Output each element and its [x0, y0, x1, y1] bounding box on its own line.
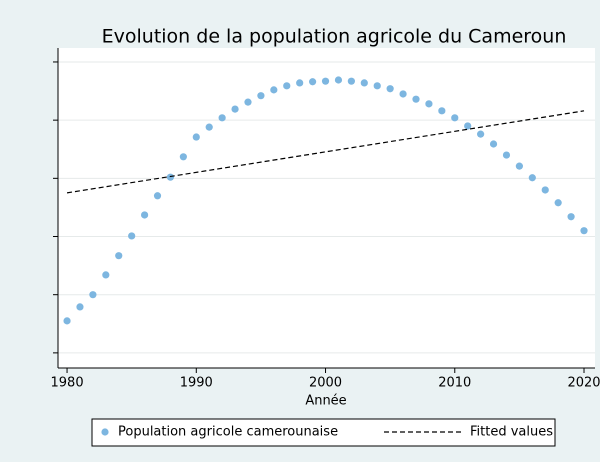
- point: [386, 85, 394, 93]
- fitted-line: [66, 110, 585, 194]
- point: [502, 151, 511, 159]
- point: [244, 98, 252, 106]
- point: [76, 303, 84, 311]
- point: [438, 107, 446, 115]
- legend-marker: [101, 428, 109, 436]
- point: [270, 86, 278, 94]
- point: [451, 114, 459, 122]
- point: [296, 79, 304, 87]
- point: [63, 317, 71, 325]
- point: [528, 174, 536, 182]
- point: [89, 291, 97, 299]
- point: [347, 77, 355, 85]
- point: [140, 211, 149, 219]
- legend-label: Fitted values: [470, 425, 553, 440]
- point: [515, 162, 523, 170]
- legend-label: Population agricole camerounaise: [118, 425, 338, 440]
- point: [166, 173, 175, 181]
- point: [205, 123, 213, 131]
- point: [425, 100, 433, 108]
- point: [567, 213, 575, 221]
- point: [334, 76, 343, 84]
- point: [283, 82, 291, 90]
- x-axis-label: Année: [305, 394, 346, 409]
- point: [179, 153, 187, 161]
- point: [464, 122, 472, 130]
- x-tick-label: 2000: [309, 376, 342, 391]
- x-tick-label: 2010: [438, 376, 471, 391]
- point: [192, 133, 200, 141]
- point: [554, 199, 562, 207]
- point: [218, 114, 226, 122]
- point: [102, 271, 110, 279]
- point: [360, 79, 368, 87]
- x-tick-label: 2020: [567, 376, 600, 391]
- x-tick-label: 1980: [51, 376, 84, 391]
- x-tick-label: 1990: [180, 376, 213, 391]
- point: [399, 90, 407, 98]
- point: [477, 130, 485, 138]
- point: [231, 105, 239, 113]
- point: [153, 192, 162, 200]
- point: [580, 227, 588, 235]
- point: [257, 92, 265, 100]
- point: [115, 252, 123, 260]
- plot-area: [58, 48, 595, 368]
- point: [373, 82, 381, 90]
- point: [321, 77, 330, 85]
- point: [309, 78, 317, 86]
- point: [128, 232, 136, 240]
- chart-title: Evolution de la population agricole du C…: [102, 26, 567, 48]
- legend: [91, 418, 556, 447]
- point: [489, 140, 498, 148]
- point: [412, 95, 420, 103]
- point: [541, 186, 549, 194]
